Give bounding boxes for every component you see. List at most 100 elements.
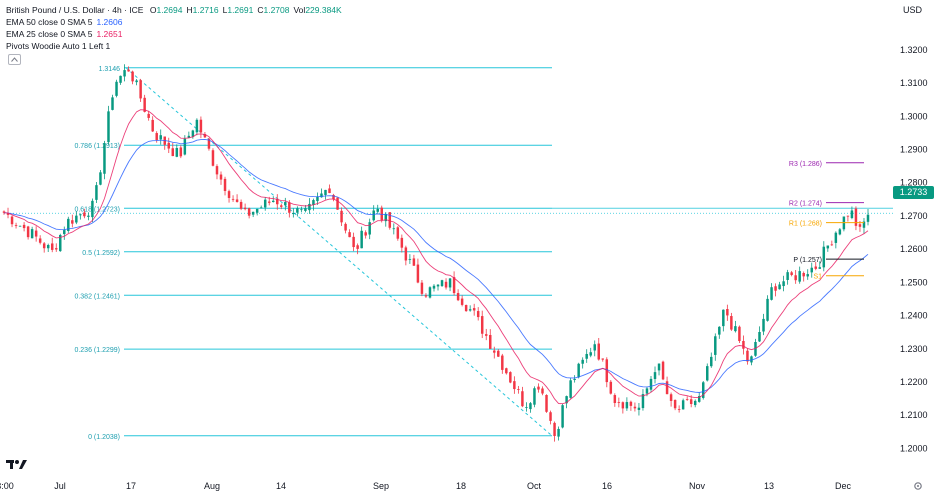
candle [790,270,793,277]
candle [525,402,528,412]
ohlc-value: 1.2694 [156,5,183,15]
candle [484,328,488,341]
symbol-title[interactable]: British Pound / U.S. Dollar · 4h · ICE [6,5,144,15]
candle-body [501,355,504,370]
candle [601,358,605,362]
candle-body [790,272,793,275]
candle-body [601,358,605,360]
candle [553,421,556,442]
candle [850,206,854,220]
candle-body [75,215,78,223]
candle [613,393,617,407]
indicator-ema25-value: 1.2651 [96,29,123,39]
candle [509,371,512,384]
candle-body [183,138,187,155]
candle-body [95,185,98,200]
y-tick-label: 1.2300 [900,344,928,354]
candle [738,325,741,344]
candle-body [107,111,110,143]
x-tick-label: 18 [456,481,466,491]
candle-body [641,394,645,409]
candle-body [83,212,86,217]
candle [34,226,38,242]
candle-body [320,193,323,198]
y-tick-label: 1.2600 [900,244,928,254]
candle [103,140,106,180]
candle-body [786,272,789,280]
candle-body [710,356,713,367]
indicator-pivots[interactable]: Pivots Woodie Auto 1 Left 1 [6,40,342,52]
y-tick-label: 1.3200 [900,45,928,55]
candle-body [476,311,480,318]
candle [468,305,472,312]
candle [215,164,219,180]
tradingview-logo-icon[interactable] [6,457,28,475]
candle-body [59,234,62,252]
candle [842,216,846,232]
candle [505,367,508,375]
candle [545,394,548,413]
candle-body [368,222,371,235]
candle-body [344,223,347,231]
candle-body [388,212,392,228]
candle [191,129,195,139]
indicator-ema50[interactable]: EMA 50 close 0 SMA 5 1.2606 [6,16,342,28]
candle [649,375,653,393]
y-tick-label: 1.3000 [900,111,928,121]
y-tick-label: 1.2400 [900,311,928,321]
candle [448,278,452,292]
collapse-legend-button[interactable] [8,54,21,65]
candle-body [171,148,175,157]
candle-body [243,207,247,210]
candle-body [701,382,705,398]
candle-body [838,229,842,235]
candle-body [139,80,142,99]
y-tick-label: 1.2200 [900,377,928,387]
candle-body [533,388,536,405]
gear-icon[interactable] [913,478,923,490]
candle [18,225,22,227]
candle-body [798,271,801,282]
candle-body [513,381,516,390]
candle-body [569,380,572,398]
candle [247,207,251,219]
candle [464,304,468,312]
ohlc-label: Vol [293,5,306,15]
candle-body [545,395,548,412]
indicator-ema50-name: EMA 50 close 0 SMA 5 [6,17,93,27]
candle [143,94,146,113]
candle [332,193,335,202]
candle [722,309,725,332]
candle [581,357,584,369]
candle-body [127,69,130,72]
chevron-up-icon [11,57,18,62]
fib-level-label: 1.3146 [99,66,121,73]
candle [653,366,657,384]
candle [460,295,464,307]
candle [424,293,428,299]
candle-body [521,391,524,407]
candle [259,205,263,209]
currency-label[interactable]: USD [902,5,922,15]
candle-body [6,213,10,215]
candle [432,284,436,292]
candle [537,383,540,393]
candle-body [420,282,424,294]
candle-body [484,334,488,336]
candle [179,145,183,159]
candle [701,381,705,400]
candlesticks [2,64,870,442]
candle [440,279,444,287]
candle-body [561,405,564,428]
candle-body [472,308,476,311]
candle-body [416,264,420,283]
candle [625,397,629,411]
candle-body [830,244,834,246]
fib-level-label: 0 (1.2038) [88,434,120,441]
candle [83,208,86,219]
candle [14,222,18,229]
indicator-ema25[interactable]: EMA 25 close 0 SMA 5 1.2651 [6,28,342,40]
candle [219,171,223,185]
candle-body [87,215,90,217]
